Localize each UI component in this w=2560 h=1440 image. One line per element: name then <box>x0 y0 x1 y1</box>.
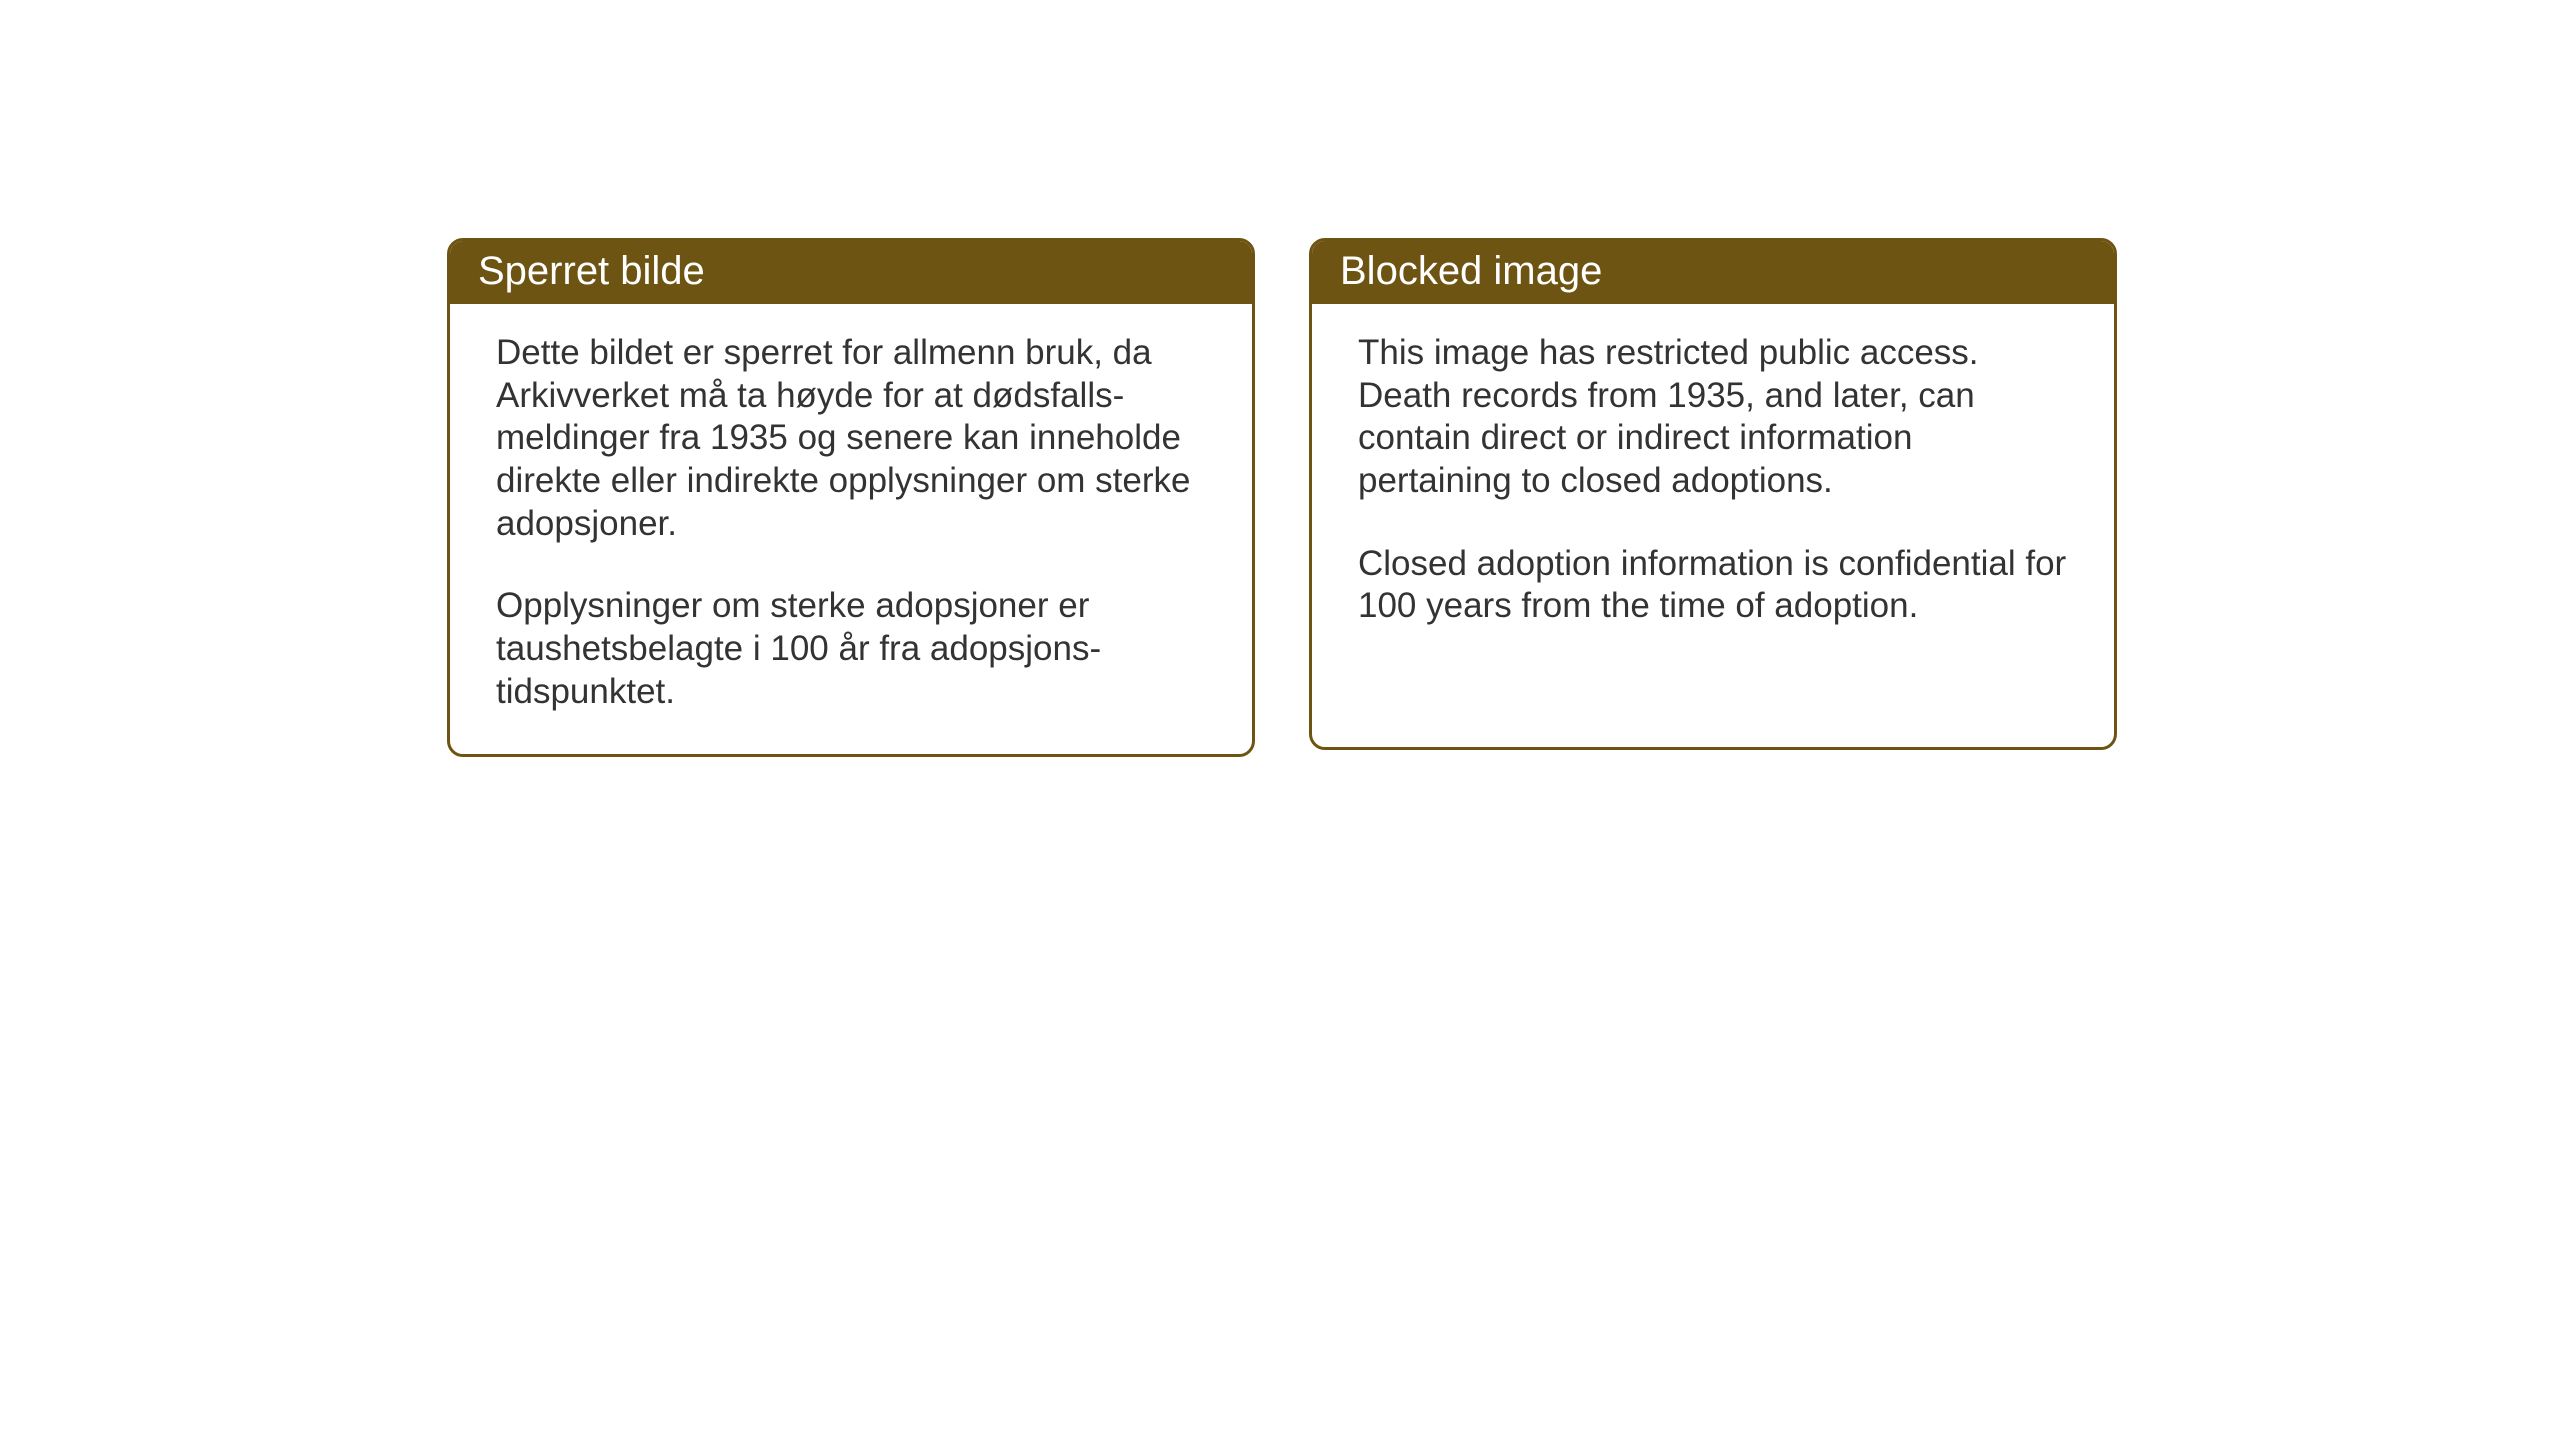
card-paragraph1-english: This image has restricted public access.… <box>1358 332 2068 503</box>
cards-container: Sperret bilde Dette bildet er sperret fo… <box>447 238 2117 757</box>
card-norwegian: Sperret bilde Dette bildet er sperret fo… <box>447 238 1255 757</box>
card-body-english: This image has restricted public access.… <box>1312 304 2114 668</box>
card-title-norwegian: Sperret bilde <box>478 249 705 293</box>
card-english: Blocked image This image has restricted … <box>1309 238 2117 750</box>
card-body-norwegian: Dette bildet er sperret for allmenn bruk… <box>450 304 1252 754</box>
card-header-english: Blocked image <box>1312 241 2114 304</box>
card-header-norwegian: Sperret bilde <box>450 241 1252 304</box>
card-paragraph1-norwegian: Dette bildet er sperret for allmenn bruk… <box>496 332 1206 545</box>
card-title-english: Blocked image <box>1340 249 1602 293</box>
card-paragraph2-norwegian: Opplysninger om sterke adopsjoner er tau… <box>496 585 1206 713</box>
card-paragraph2-english: Closed adoption information is confident… <box>1358 543 2068 628</box>
